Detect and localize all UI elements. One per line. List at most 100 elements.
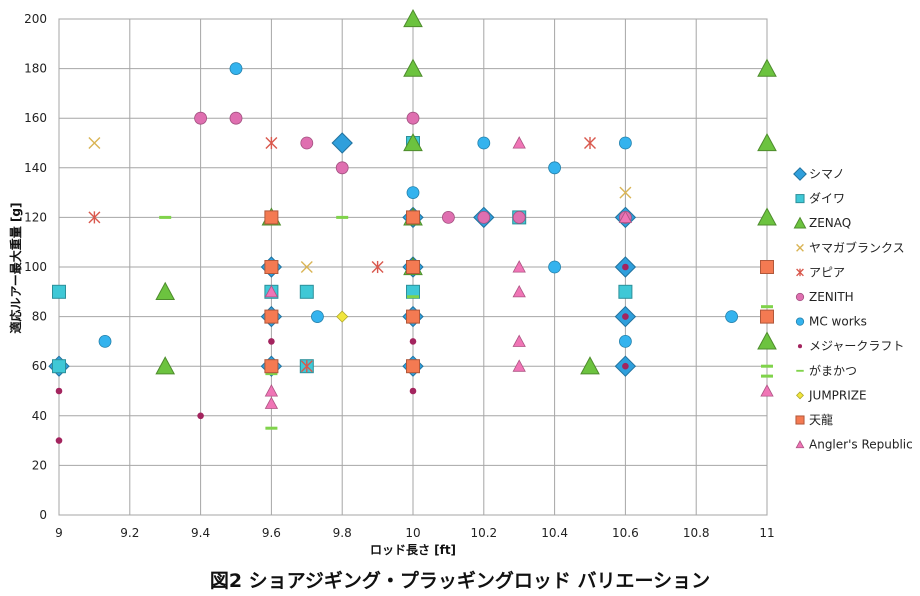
data-point bbox=[406, 359, 420, 374]
data-point bbox=[761, 305, 773, 309]
data-point bbox=[548, 260, 561, 274]
data-point bbox=[512, 334, 526, 347]
data-point bbox=[407, 295, 419, 299]
data-point bbox=[761, 374, 773, 378]
data-point bbox=[264, 359, 279, 374]
data-points bbox=[48, 8, 777, 444]
y-tick-label: 120 bbox=[24, 210, 47, 224]
data-point bbox=[409, 338, 417, 345]
data-point bbox=[761, 364, 773, 368]
data-point bbox=[760, 260, 774, 274]
data-point bbox=[98, 334, 112, 348]
data-point bbox=[52, 359, 66, 374]
data-point bbox=[403, 8, 423, 28]
y-tick-label: 60 bbox=[32, 359, 47, 373]
legend-marker bbox=[795, 415, 805, 425]
data-point bbox=[55, 387, 63, 395]
data-point bbox=[155, 281, 176, 300]
data-point bbox=[300, 360, 313, 373]
y-tick-label: 40 bbox=[32, 409, 47, 423]
data-point bbox=[580, 356, 600, 375]
legend-label: ZENAQ bbox=[809, 216, 851, 230]
data-point bbox=[477, 210, 491, 224]
series-JUMPRIZE bbox=[336, 310, 349, 323]
legend-label: シマノ bbox=[809, 167, 845, 181]
data-point bbox=[406, 260, 420, 274]
data-point bbox=[264, 210, 279, 225]
data-point bbox=[194, 111, 208, 125]
legend-marker bbox=[796, 243, 804, 252]
data-point bbox=[622, 263, 629, 271]
data-point bbox=[618, 210, 633, 223]
x-tick-label: 9 bbox=[55, 526, 63, 540]
data-point bbox=[618, 284, 633, 299]
x-tick-label: 9.4 bbox=[191, 526, 210, 540]
data-point bbox=[512, 284, 526, 298]
data-point bbox=[406, 284, 420, 299]
y-tick-label: 0 bbox=[39, 508, 47, 522]
data-point bbox=[512, 136, 526, 149]
data-point bbox=[264, 384, 279, 397]
data-point bbox=[264, 284, 279, 298]
data-point bbox=[406, 186, 420, 200]
legend-label: ダイワ bbox=[809, 191, 845, 206]
data-point bbox=[336, 310, 349, 323]
data-point bbox=[159, 215, 172, 219]
data-point bbox=[264, 309, 279, 324]
x-tick-label: 10 bbox=[405, 526, 420, 540]
data-point bbox=[155, 356, 176, 375]
data-point bbox=[311, 310, 324, 324]
x-tick-label: 10.6 bbox=[612, 526, 639, 540]
legend-label: ヤマガブランクス bbox=[809, 240, 905, 255]
data-point bbox=[197, 412, 204, 420]
data-point bbox=[55, 437, 63, 444]
data-point bbox=[406, 210, 420, 225]
legend-marker bbox=[797, 344, 803, 349]
series-ZENITH bbox=[194, 111, 632, 224]
legend-label: アピア bbox=[809, 265, 845, 279]
data-point bbox=[760, 309, 774, 324]
data-point bbox=[584, 136, 596, 150]
data-point bbox=[757, 132, 777, 152]
series-ZENAQ bbox=[155, 8, 777, 375]
data-point bbox=[622, 362, 629, 370]
data-point bbox=[441, 210, 455, 224]
data-point bbox=[619, 136, 632, 150]
data-point bbox=[403, 58, 423, 77]
data-point bbox=[619, 186, 632, 199]
data-point bbox=[757, 58, 777, 77]
y-axis-label: 適応ルアー最大重量 [g] bbox=[8, 202, 23, 333]
data-point bbox=[299, 284, 314, 299]
series-ヤマガブランクス bbox=[88, 137, 632, 273]
legend-label: JUMPRIZE bbox=[808, 388, 867, 402]
data-point bbox=[619, 334, 632, 348]
data-point bbox=[229, 111, 243, 125]
legend-marker bbox=[795, 317, 805, 326]
legend-marker bbox=[795, 440, 805, 449]
data-point bbox=[757, 207, 777, 226]
data-point bbox=[725, 310, 738, 324]
scatter-chart: 9 9.2 9.4 9.6 9.8 10 10.2 10.4 10.6 10.8 11 0 20 40 60… bbox=[8, 8, 913, 557]
data-point bbox=[512, 359, 526, 372]
series-Angler's Republic bbox=[264, 136, 774, 409]
data-point bbox=[403, 132, 423, 152]
legend-marker bbox=[795, 194, 805, 204]
data-point bbox=[409, 387, 417, 395]
figure-caption: 図2 ショアジギング・プラッギングロッド バリエーション bbox=[209, 570, 711, 592]
data-point bbox=[548, 161, 561, 175]
legend-marker bbox=[793, 216, 807, 229]
y-tick-label: 140 bbox=[24, 161, 47, 175]
series-がまかつ bbox=[159, 215, 773, 430]
data-point bbox=[477, 136, 491, 150]
legend-label: がまかつ bbox=[809, 363, 857, 378]
data-point bbox=[406, 309, 420, 324]
x-tick-label: 11 bbox=[759, 526, 774, 540]
data-point bbox=[406, 111, 420, 125]
y-tick-label: 180 bbox=[24, 62, 47, 76]
x-tick-label: 10.8 bbox=[683, 526, 710, 540]
data-point bbox=[371, 260, 384, 274]
tick-labels: 9 9.2 9.4 9.6 9.8 10 10.2 10.4 10.6 10.8 11 0 20 40 60… bbox=[24, 12, 775, 540]
data-point bbox=[88, 137, 101, 149]
data-point bbox=[52, 284, 66, 299]
x-tick-label: 10.4 bbox=[541, 526, 568, 540]
